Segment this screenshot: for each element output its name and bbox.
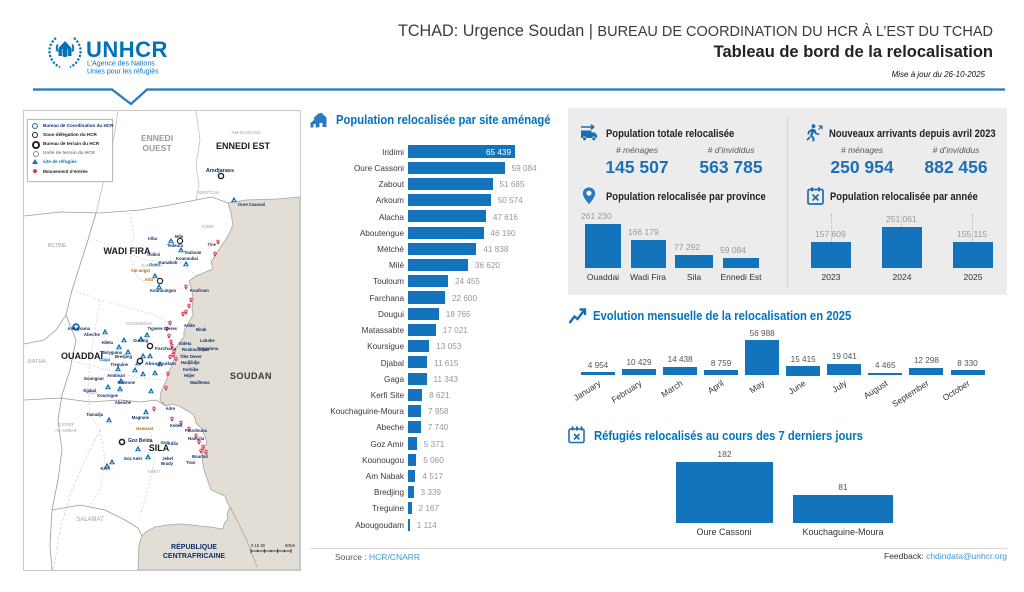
svg-text:OUEST: OUEST	[142, 143, 172, 153]
svg-text:Amleyouna: Amleyouna	[67, 326, 90, 331]
svg-text:Kounoubai: Kounoubai	[176, 256, 198, 261]
svg-text:Bredjing: Bredjing	[115, 354, 132, 359]
svg-text:Koursigue: Koursigue	[97, 393, 118, 398]
svg-text:AM-DJARASS: AM-DJARASS	[231, 130, 260, 135]
svg-text:DAR TAMA: DAR TAMA	[141, 263, 162, 268]
svg-text:Abougoudam: Abougoudam	[145, 361, 176, 367]
svg-text:L’Agence des Nations: L’Agence des Nations	[87, 61, 155, 68]
svg-text:Fourdouna: Fourdouna	[185, 428, 208, 433]
svg-text:MORTCHA: MORTCHA	[198, 190, 219, 195]
svg-text:RÉPUBLIQUE: RÉPUBLIQUE	[171, 542, 217, 551]
svg-text:BILTINE: BILTINE	[48, 243, 67, 249]
svg-text:Iridimi: Iridimi	[147, 252, 160, 257]
svg-text:AL-AHMAR: AL-AHMAR	[55, 428, 77, 433]
svg-text:Tamadja: Tamadja	[86, 412, 103, 417]
svg-text:Hdjer: Hdjer	[184, 373, 195, 378]
svg-text:Tissi: Tissi	[186, 460, 195, 465]
svg-text:Tongolona: Tongolona	[197, 346, 219, 351]
svg-text:Hamarat: Hamarat	[136, 426, 153, 431]
svg-text:Am-angat: Am-angat	[131, 268, 151, 273]
svg-text:Abeiche: Abeiche	[115, 400, 132, 405]
svg-text:0 15 30: 0 15 30	[251, 543, 266, 548]
svg-text:Tine: Tine	[207, 242, 216, 247]
svg-text:ASSOUNGHA: ASSOUNGHA	[126, 321, 153, 326]
svg-text:Farchana: Farchana	[155, 346, 177, 352]
svg-text:BATHA: BATHA	[28, 359, 46, 365]
svg-text:Gaga: Gaga	[100, 357, 111, 362]
svg-text:Amtiman: Amtiman	[107, 373, 125, 378]
svg-text:OUADDAÏ: OUADDAÏ	[61, 351, 103, 361]
svg-text:Jebel: Jebel	[162, 456, 173, 461]
svg-text:Brady: Brady	[161, 461, 174, 466]
svg-text:Wadltema: Wadltema	[190, 380, 210, 385]
svg-text:Iddeta: Iddeta	[179, 341, 192, 346]
svg-text:Adila: Adila	[168, 441, 179, 446]
svg-text:Molyguina: Molyguina	[101, 350, 122, 355]
svg-text:UNHCR: UNHCR	[86, 37, 168, 62]
svg-text:KOBE: KOBE	[202, 224, 214, 229]
svg-text:Oure Cassoni: Oure Cassoni	[238, 202, 265, 207]
svg-text:Lokoke: Lokoke	[200, 338, 215, 343]
svg-text:Goz: Goz	[161, 440, 170, 445]
svg-text:Mile: Mile	[175, 234, 184, 239]
svg-text:DJOURF: DJOURF	[58, 422, 75, 427]
svg-text:Tedeura: Tedeura	[167, 243, 184, 248]
svg-text:ABDI: ABDI	[87, 390, 97, 395]
svg-text:Bourtail: Bourtail	[192, 454, 208, 459]
svg-text:Arta: Arta	[145, 277, 154, 282]
svg-text:Kebek: Kebek	[170, 423, 183, 428]
svg-text:WADI FIRA: WADI FIRA	[104, 246, 151, 256]
svg-text:Amdjarass: Amdjarass	[206, 168, 234, 174]
svg-text:Magrane: Magrane	[132, 415, 150, 420]
svg-text:Haouila: Haouila	[188, 436, 205, 441]
svg-text:Tiler Dever: Tiler Dever	[180, 354, 202, 359]
svg-text:Kerbibe: Kerbibe	[183, 367, 199, 372]
svg-text:KIMITI: KIMITI	[148, 469, 160, 474]
svg-text:SOUDAN: SOUDAN	[230, 371, 272, 381]
svg-text:60km: 60km	[285, 543, 296, 548]
svg-text:Treguine: Treguine	[111, 362, 129, 367]
svg-text:Hileta: Hileta	[102, 340, 114, 345]
svg-text:Roukoundjou: Roukoundjou	[182, 347, 209, 352]
svg-text:Hadjilidje: Hadjilidje	[181, 360, 200, 365]
svg-text:Touloum: Touloum	[184, 250, 202, 255]
svg-text:Kerfi: Kerfi	[100, 466, 110, 471]
svg-text:Mabrone: Mabrone	[118, 380, 136, 385]
svg-text:SILA: SILA	[149, 443, 170, 453]
svg-text:SALAMAT: SALAMAT	[76, 517, 104, 523]
svg-text:Goz Beida: Goz Beida	[128, 438, 153, 444]
svg-text:Gueri: Gueri	[149, 262, 160, 267]
svg-text:Kanabok: Kanabok	[158, 260, 178, 265]
svg-text:Iriba: Iriba	[148, 236, 158, 241]
svg-text:Unies pour les réfugiés: Unies pour les réfugiés	[87, 69, 159, 76]
svg-text:Tignere Oteres: Tignere Oteres	[148, 326, 178, 331]
svg-text:Goungour: Goungour	[84, 376, 105, 381]
svg-text:Abeche: Abeche	[84, 332, 101, 337]
svg-text:Adre: Adre	[165, 406, 175, 411]
svg-text:Koufroun: Koufroun	[190, 288, 209, 293]
svg-text:Ourang: Ourang	[133, 338, 148, 343]
svg-text:Adde: Adde	[184, 323, 196, 328]
svg-text:Birak: Birak	[196, 327, 207, 332]
svg-text:CENTRAFRICAINE: CENTRAFRICAINE	[163, 553, 226, 560]
svg-text:ENNEDI: ENNEDI	[141, 133, 173, 143]
svg-text:ENNEDI EST: ENNEDI EST	[216, 141, 271, 151]
svg-text:Djabal: Djabal	[83, 388, 96, 393]
svg-text:Kounoungou: Kounoungou	[150, 288, 176, 293]
svg-text:Goz Amir: Goz Amir	[124, 456, 143, 461]
